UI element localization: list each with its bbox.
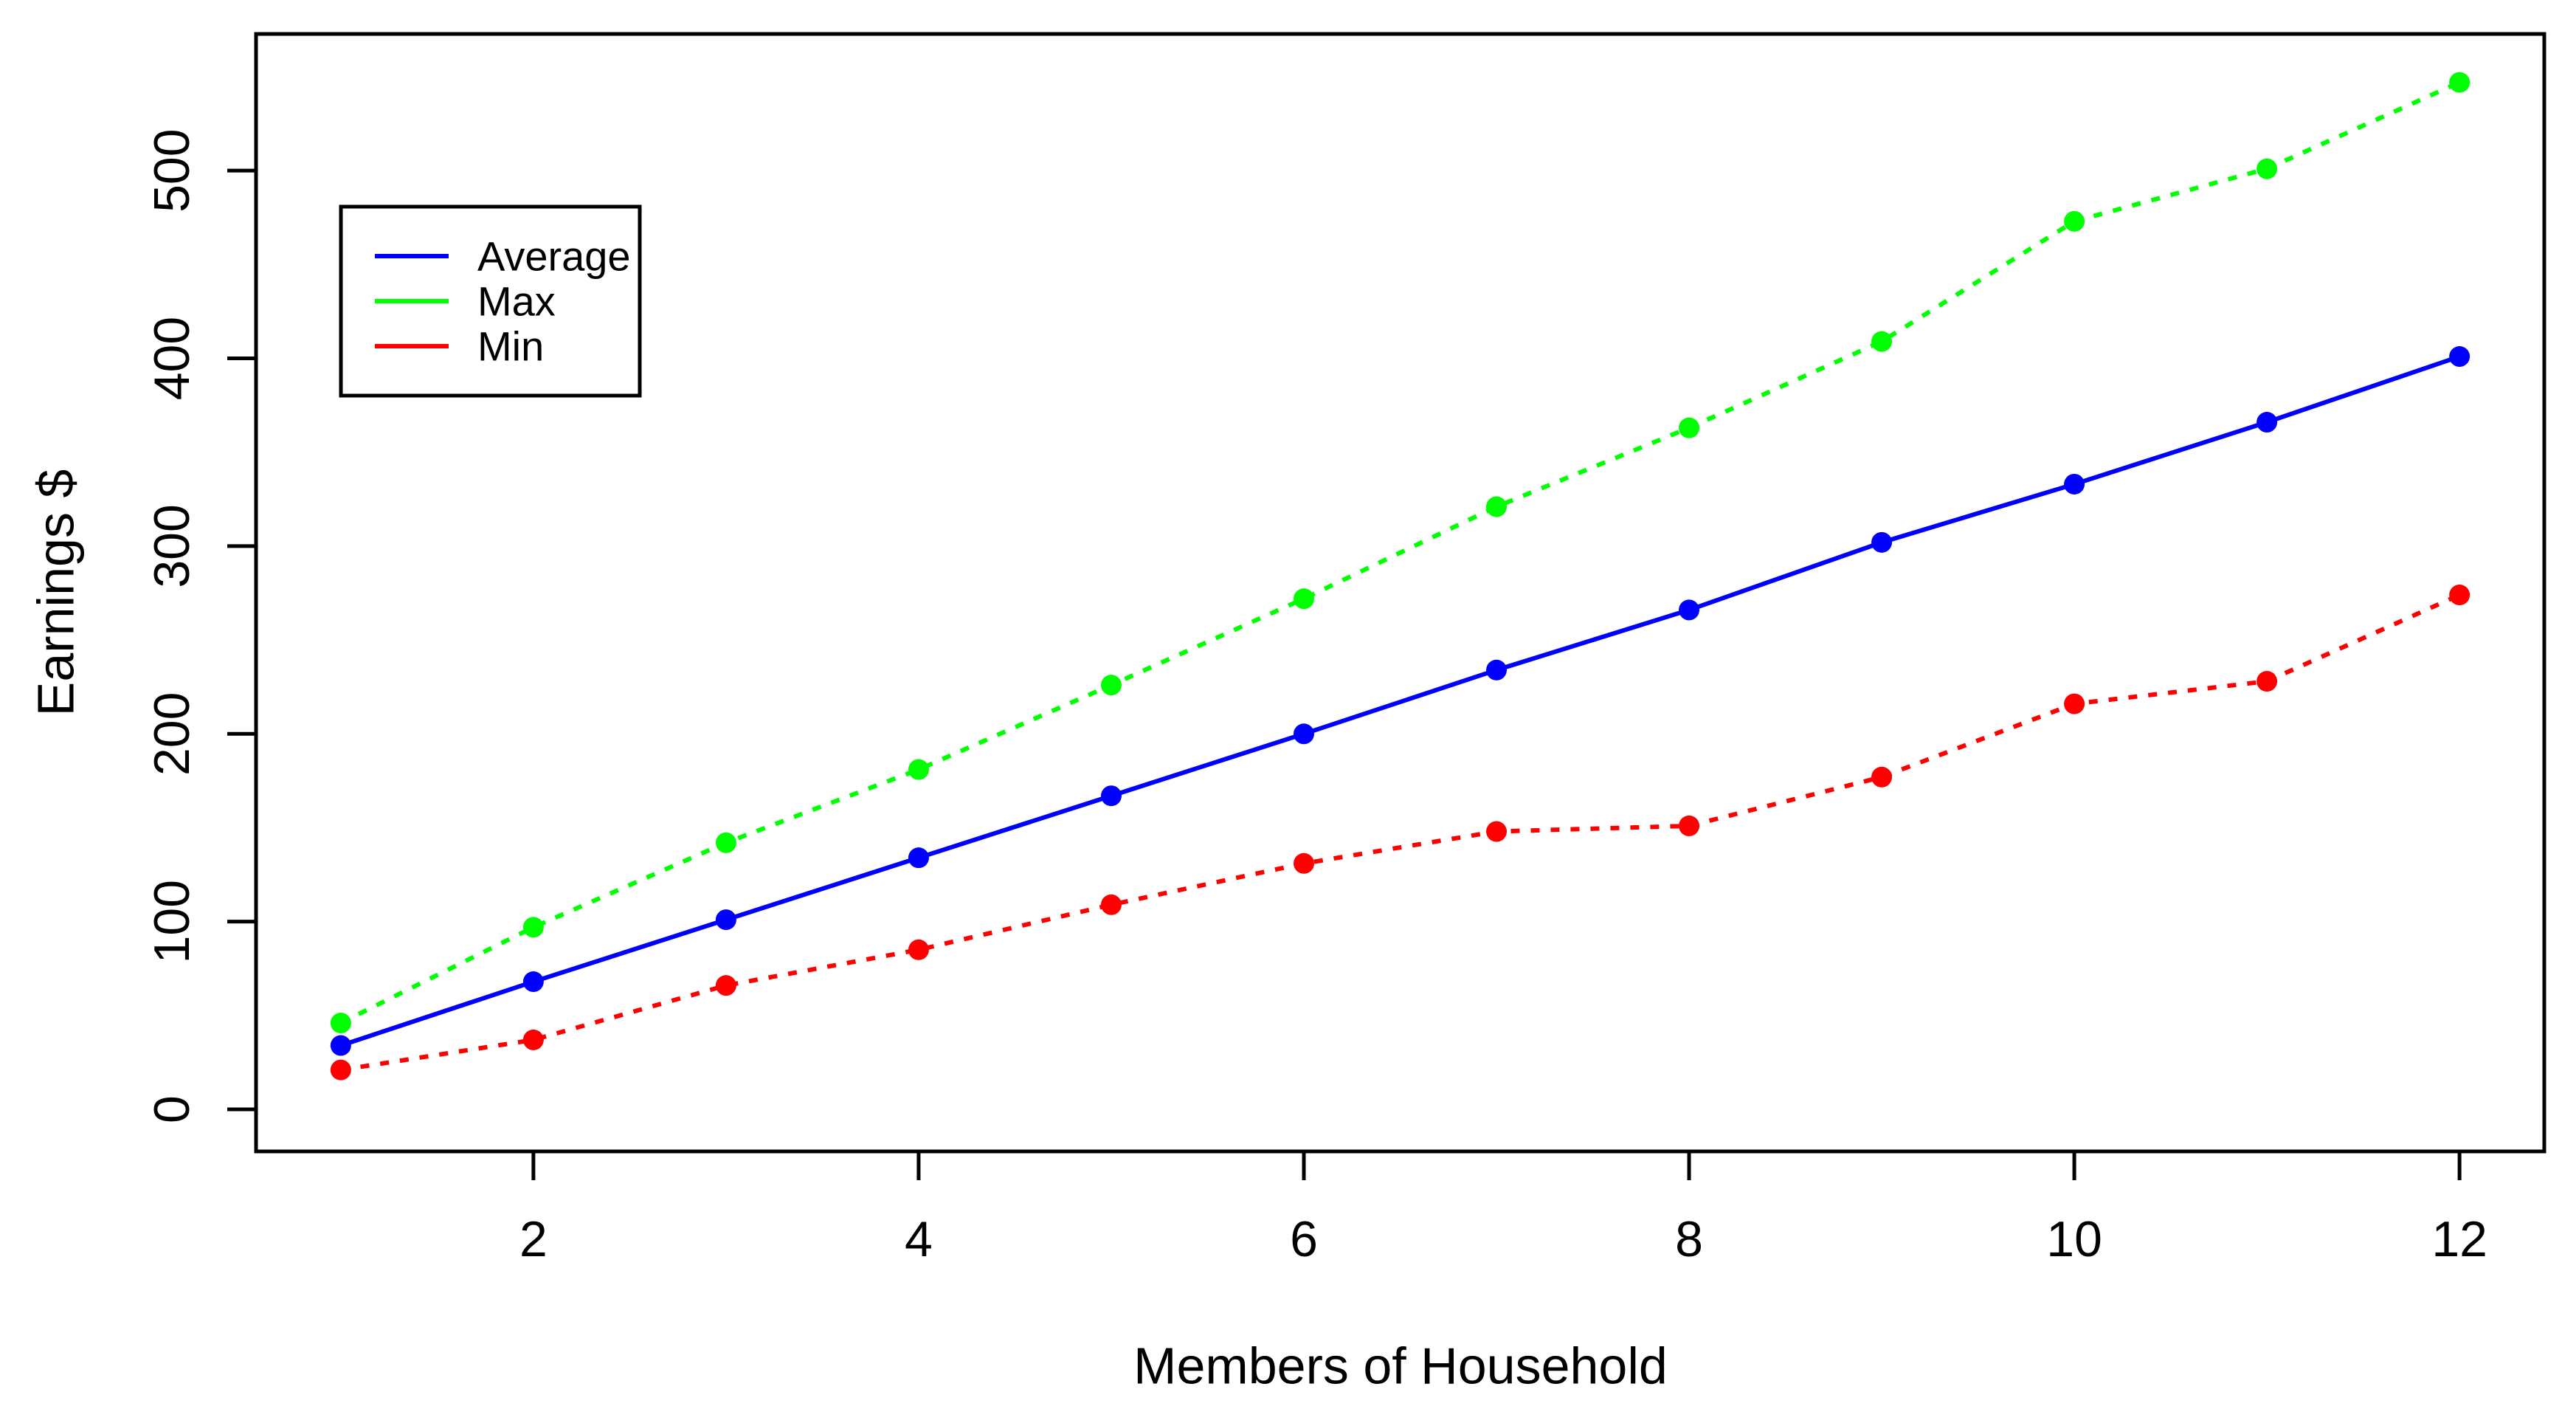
x-tick-label: 8 (1675, 1211, 1703, 1267)
x-tick-label: 6 (1290, 1211, 1318, 1267)
data-point-average (522, 971, 544, 993)
data-point-max (330, 1013, 351, 1034)
data-point-max (1293, 588, 1314, 610)
data-point-min (2449, 585, 2470, 606)
data-point-min (1679, 815, 1700, 836)
legend: Average Max Min (339, 204, 642, 398)
data-point-min (330, 1059, 351, 1081)
x-tick-label: 10 (2046, 1211, 2102, 1267)
y-tick-label: 100 (144, 880, 200, 963)
y-tick-label: 200 (144, 692, 200, 776)
x-tick-label: 2 (519, 1211, 548, 1267)
data-point-average (1486, 659, 1508, 681)
data-point-min (1486, 821, 1508, 842)
x-axis-title: Members of Household (1133, 1337, 1668, 1395)
data-point-average (2449, 346, 2470, 368)
data-point-min (522, 1029, 544, 1050)
data-point-min (2064, 693, 2085, 714)
y-tick-label: 0 (144, 1095, 200, 1123)
data-point-min (908, 939, 929, 960)
data-point-average (1293, 723, 1314, 745)
data-point-min (1871, 766, 1893, 788)
data-point-max (2064, 210, 2085, 232)
data-point-average (1679, 599, 1700, 621)
data-point-max (2449, 72, 2470, 93)
data-point-max (908, 759, 929, 780)
data-point-max (522, 917, 544, 938)
data-point-average (2064, 473, 2085, 495)
data-point-min (1100, 894, 1122, 915)
data-point-average (715, 909, 736, 931)
data-point-average (908, 847, 929, 869)
legend-label-average: Average (477, 233, 631, 280)
data-point-average (1871, 531, 1893, 553)
data-point-min (715, 975, 736, 996)
data-point-min (2256, 671, 2278, 692)
data-point-max (715, 832, 736, 853)
x-axis-ticks: 2 4 6 8 10 12 (519, 1151, 2487, 1267)
data-point-average (2256, 412, 2278, 433)
x-tick-label: 12 (2431, 1211, 2487, 1267)
series-line-max (339, 80, 2461, 1025)
data-point-max (1486, 496, 1508, 517)
data-point-max (1871, 331, 1893, 352)
data-point-min (1293, 852, 1314, 874)
y-axis-ticks: 0 100 200 300 400 500 (144, 128, 256, 1123)
y-tick-label: 300 (144, 504, 200, 588)
series-line-average (339, 354, 2461, 1048)
series-line-min (340, 593, 2461, 1072)
data-point-max (2256, 158, 2278, 179)
y-tick-label: 500 (144, 128, 200, 212)
data-point-average (330, 1035, 351, 1056)
data-point-average (1100, 785, 1122, 807)
data-point-max (1679, 417, 1700, 438)
legend-label-max: Max (477, 278, 556, 325)
y-tick-label: 400 (144, 317, 200, 400)
plot-area-border (254, 32, 2546, 1154)
legend-label-min: Min (477, 323, 544, 370)
data-point-max (1100, 675, 1122, 696)
x-tick-label: 4 (905, 1211, 933, 1267)
data-series (330, 72, 2470, 1081)
y-axis-title: Earnings $ (27, 469, 85, 717)
